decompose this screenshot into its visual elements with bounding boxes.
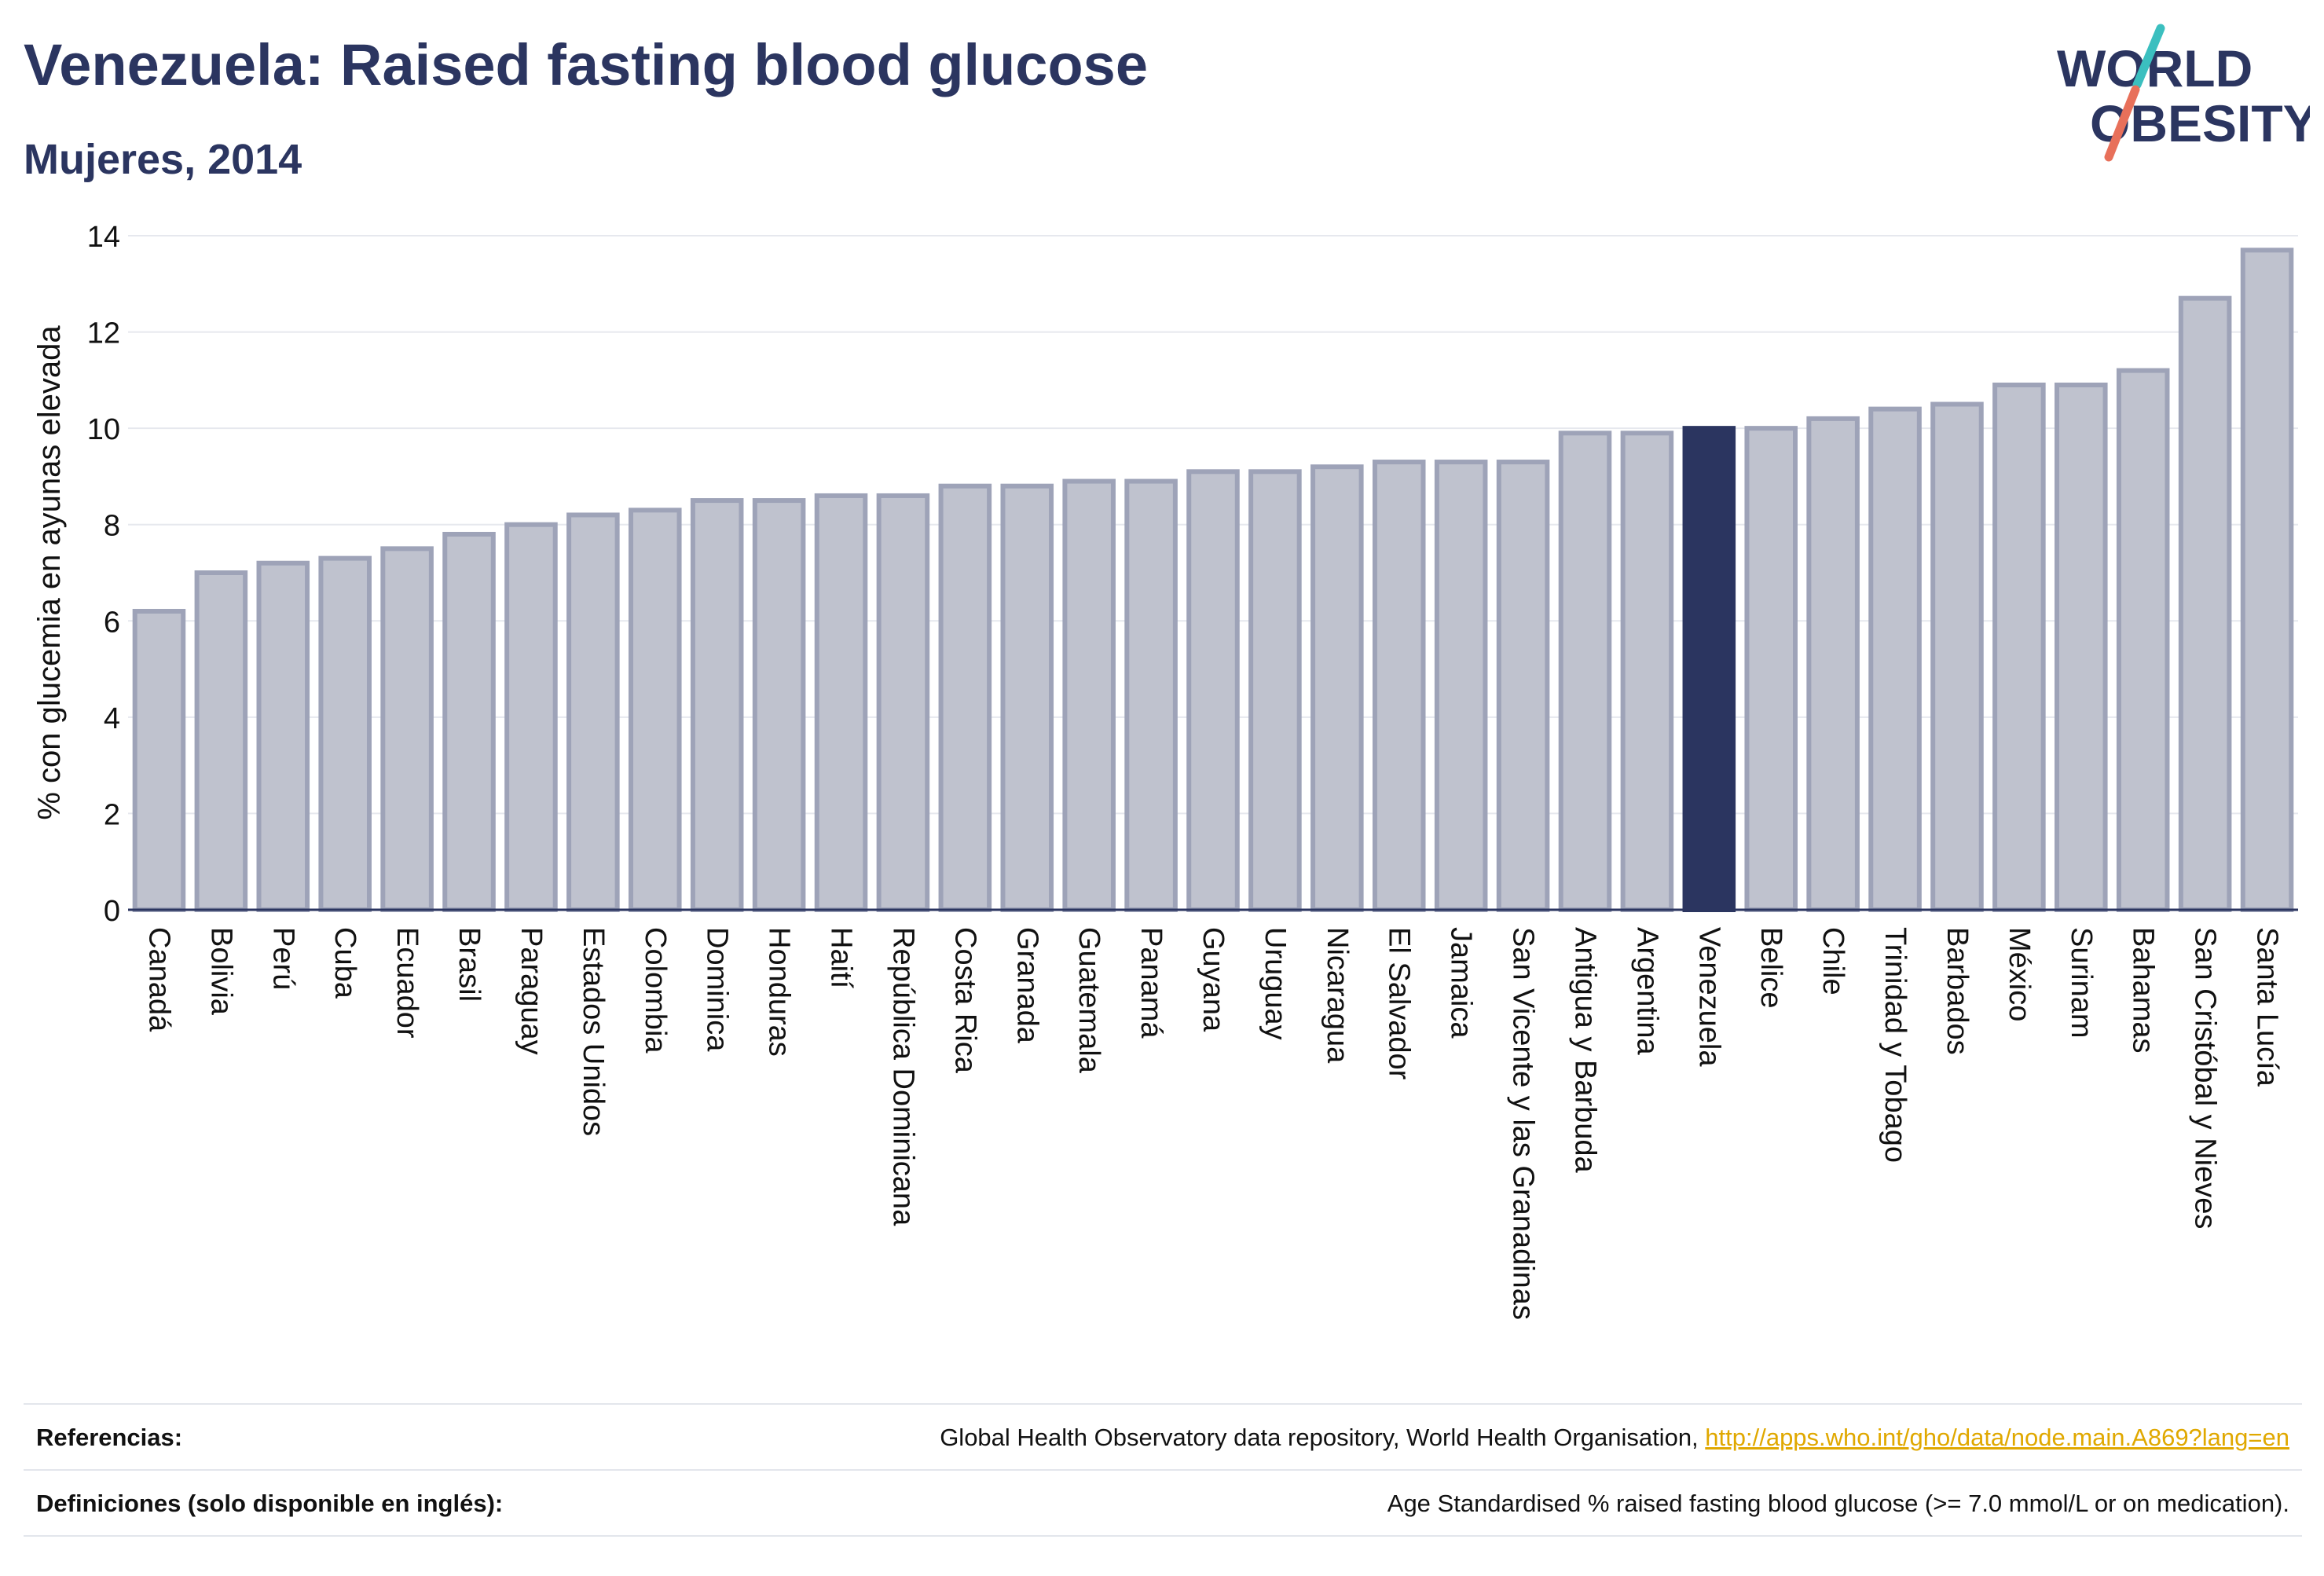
x-tick-label: Bolivia: [204, 927, 237, 1016]
x-tick-label: Santa Lucía: [2251, 927, 2284, 1087]
footer-divider: [24, 1535, 2302, 1537]
x-tick-label: Honduras: [763, 927, 796, 1057]
definitions-label: Definiciones (solo disponible en inglés)…: [36, 1490, 504, 1517]
bar-haití: [814, 493, 868, 912]
y-tick-label: 10: [87, 413, 120, 446]
x-tick-label: Brasil: [453, 927, 486, 1002]
x-tick-label: Chile: [1816, 927, 1849, 995]
chart-title: Venezuela: Raised fasting blood glucose: [24, 32, 1148, 97]
chart-subtitle: Mujeres, 2014: [24, 136, 302, 183]
x-tick-label: Uruguay: [1259, 927, 1292, 1040]
y-tick-label: 2: [104, 798, 120, 831]
x-tick-label: Belice: [1754, 927, 1787, 1009]
x-tick-label: República Dominicana: [886, 927, 919, 1226]
references-label: Referencias:: [36, 1424, 183, 1451]
x-tick-label: Surinam: [2065, 927, 2098, 1039]
bar-méxico: [1992, 382, 2046, 912]
bar-ecuador: [380, 546, 434, 912]
bar-república-dominicana: [876, 493, 930, 912]
bar-canadá: [132, 609, 186, 912]
bar-santa-lucía: [2240, 247, 2294, 912]
x-tick-label: Bahamas: [2127, 927, 2160, 1054]
bar-surinam: [2055, 382, 2108, 912]
logo-slash-teal: [2132, 24, 2165, 90]
definitions-row: Definiciones (solo disponible en inglés)…: [24, 1469, 2302, 1537]
bar-estados-unidos: [566, 512, 620, 912]
y-tick-label: 0: [104, 895, 120, 928]
y-tick-label: 12: [87, 317, 120, 350]
bar-chart: 0 2 4 6 8 10 12 14 Canadá Bolivia Perú Cuba Ecuador…: [32, 221, 2298, 1320]
x-tick-label: Guyana: [1197, 927, 1230, 1032]
x-tick-label: Haití: [825, 927, 858, 989]
definitions-value: Age Standardised % raised fasting blood …: [1387, 1490, 2289, 1517]
bar-trinidad-y-tobago: [1868, 406, 1922, 912]
x-tick-label: Dominica: [701, 927, 734, 1052]
x-tick-label: Costa Rica: [948, 927, 981, 1074]
bar-san-vicente-y-las-granadinas: [1496, 460, 1550, 912]
bar-san-cristóbal-y-nieves: [2178, 295, 2232, 912]
x-tick-label: San Cristóbal y Nieves: [2189, 927, 2222, 1229]
bar-dominica: [690, 498, 744, 912]
x-axis-labels: Canadá Bolivia Perú Cuba Ecuador Brasil Paragu…: [142, 927, 2283, 1320]
bar-perú: [256, 560, 310, 912]
bar-paraguay: [504, 522, 558, 912]
bar-cuba: [318, 555, 372, 912]
references-text: Global Health Observatory data repositor…: [940, 1424, 1706, 1451]
bar-belice: [1744, 426, 1798, 912]
references-value: Global Health Observatory data repositor…: [940, 1424, 2302, 1452]
y-axis-label: % con glucemia en ayunas elevada: [32, 325, 67, 820]
bar-bolivia: [194, 570, 248, 912]
x-tick-label: Trinidad y Tobago: [1879, 927, 1912, 1163]
x-tick-label: Perú: [266, 927, 299, 990]
x-tick-label: San Vicente y las Granadinas: [1507, 927, 1540, 1320]
bar-venezuela: [1682, 426, 1736, 912]
x-tick-label: Guatemala: [1072, 927, 1105, 1074]
bar-guyana: [1186, 469, 1240, 912]
x-tick-label: El Salvador: [1383, 927, 1416, 1080]
references-row: Referencias: Global Health Observatory d…: [24, 1403, 2302, 1471]
bar-bahamas: [2116, 368, 2170, 913]
x-tick-label: Ecuador: [390, 927, 423, 1039]
bar-guatemala: [1062, 478, 1116, 912]
logo-slash-red: [2104, 85, 2140, 162]
x-tick-label: Argentina: [1630, 927, 1663, 1056]
bar-costa-rica: [938, 483, 992, 912]
x-tick-label: Nicaragua: [1321, 927, 1354, 1064]
bar-jamaica: [1434, 460, 1488, 912]
bar-antigua-y-barbuda: [1558, 431, 1612, 912]
bar-barbados: [1930, 401, 1984, 912]
x-tick-label: Jamaica: [1445, 927, 1478, 1039]
x-tick-label: Barbados: [1941, 927, 1974, 1055]
x-tick-label: Panamá: [1135, 927, 1167, 1039]
bar-chile: [1806, 416, 1860, 912]
bar-granada: [1000, 483, 1054, 912]
bar-uruguay: [1248, 469, 1302, 912]
x-tick-label: Canadá: [142, 927, 175, 1032]
x-tick-label: Estados Unidos: [577, 927, 610, 1136]
bar-nicaragua: [1310, 464, 1364, 912]
bar-colombia: [628, 508, 682, 912]
world-obesity-logo: WORLD OBESITY: [2057, 24, 2310, 162]
y-tick-label: 14: [87, 221, 120, 254]
x-tick-label: Venezuela: [1692, 927, 1725, 1067]
y-tick-label: 4: [104, 702, 120, 735]
x-tick-label: Colombia: [639, 927, 672, 1054]
x-tick-label: Paraguay: [515, 927, 548, 1055]
y-tick-label: 6: [104, 606, 120, 639]
x-tick-label: Antigua y Barbuda: [1568, 927, 1601, 1174]
x-tick-label: Granada: [1010, 927, 1043, 1044]
bar-el-salvador: [1372, 460, 1426, 912]
bar-panamá: [1124, 478, 1178, 912]
bar-brasil: [442, 531, 496, 912]
bar-argentina: [1620, 431, 1674, 912]
y-tick-label: 8: [104, 510, 120, 543]
references-link[interactable]: http://apps.who.int/gho/data/node.main.A…: [1705, 1424, 2289, 1451]
bar-honduras: [752, 498, 806, 912]
x-tick-label: Cuba: [328, 927, 361, 999]
y-axis-ticks: 0 2 4 6 8 10 12 14: [87, 221, 120, 928]
bars: [132, 247, 2294, 913]
x-tick-label: México: [2003, 927, 2036, 1021]
